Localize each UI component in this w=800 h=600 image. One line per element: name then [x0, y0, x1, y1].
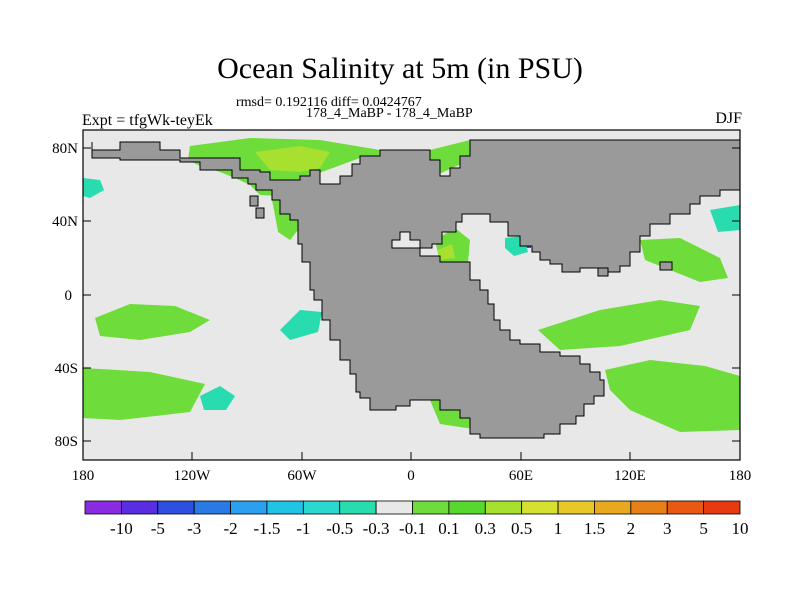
colorbar-label: 0.5 — [511, 519, 532, 538]
land-mass — [91, 139, 741, 439]
lat-tick-label: 0 — [65, 288, 73, 304]
colorbar-swatch — [339, 500, 377, 515]
colorbar-swatch — [484, 500, 523, 515]
colorbar-label: -0.3 — [363, 519, 390, 538]
season-label: DJF — [715, 110, 742, 127]
page-title: Ocean Salinity at 5m (in PSU) — [217, 52, 583, 85]
colorbar-label: 5 — [699, 519, 708, 538]
island-small-1 — [249, 195, 259, 207]
colorbar-swatch — [120, 500, 159, 515]
colorbar-label: 0.1 — [438, 519, 459, 538]
island-small-4 — [659, 261, 673, 271]
colorbar-swatch — [302, 500, 341, 515]
patch-indian-green2 — [605, 360, 740, 432]
lon-tick-label: 0 — [407, 468, 415, 484]
colorbar-label: 3 — [663, 519, 672, 538]
colorbar-swatch — [84, 500, 122, 515]
colorbar-swatch — [666, 500, 705, 515]
colorbar-swatch — [448, 500, 486, 515]
colorbar-swatch — [230, 500, 268, 515]
colorbar-swatch — [521, 500, 559, 515]
colorbar-label: -5 — [151, 519, 165, 538]
patch-indian-green — [538, 300, 700, 350]
colorbar-label: -2 — [223, 519, 237, 538]
lon-tick-label: 180 — [72, 468, 95, 484]
patch-south-cyan — [200, 386, 235, 410]
colorbar-swatch — [594, 500, 632, 515]
colorbar-label: 0.3 — [475, 519, 496, 538]
colorbar: -10 -5 -3 -2 -1.5 -1 -0.5 -0.3 -0.1 0.1 0.3 0.5 1 1.5… — [84, 500, 749, 538]
colorbar-label: 1 — [554, 519, 563, 538]
patch-pacific-cyan — [280, 310, 322, 340]
colorbar-label: 1.5 — [584, 519, 605, 538]
lat-tick-label: 80N — [52, 141, 78, 157]
lon-ticks — [82, 452, 741, 460]
patch-asia-green — [640, 238, 728, 282]
colorbar-label: 2 — [627, 519, 636, 538]
colorbar-swatch — [193, 500, 231, 515]
lon-tick-label: 180 — [729, 468, 752, 484]
patch-cyan-nw — [83, 178, 104, 198]
lon-tick-label: 60W — [287, 468, 317, 484]
colorbar-label: -0.5 — [326, 519, 353, 538]
lon-tick-label: 120E — [614, 468, 646, 484]
patch-south-green — [83, 368, 205, 420]
colorbar-label: -0.1 — [399, 519, 426, 538]
colorbar-swatch — [266, 500, 304, 515]
colorbar-label: 10 — [732, 519, 749, 538]
lon-tick-label: 60E — [509, 468, 533, 484]
colorbar-label: -3 — [187, 519, 201, 538]
colorbar-swatch — [703, 500, 741, 515]
expt-id-label: Expt = tfgWk-teyEk — [82, 112, 213, 129]
colorbar-label: -1 — [296, 519, 310, 538]
island-small-3 — [597, 267, 609, 277]
patch-med-yellow — [438, 244, 455, 260]
lon-tick-label: 120W — [174, 468, 212, 484]
colorbar-swatch — [412, 500, 450, 515]
patch-cyan-ne2 — [710, 205, 740, 232]
lat-tick-label: 40S — [55, 361, 78, 377]
colorbar-label: -10 — [110, 519, 133, 538]
colorbar-swatch — [557, 500, 595, 515]
stats-label: rmsd= 0.192116 diff= 0.0424767 — [236, 95, 422, 110]
lat-ticks — [83, 147, 740, 442]
patch-pacific-tongue — [95, 304, 210, 340]
colorbar-label: -1.5 — [253, 519, 280, 538]
patch-arctic-yellow — [255, 146, 330, 172]
colorbar-swatch — [630, 500, 668, 515]
experiment-label: 178_4_MaBP - 178_4_MaBP — [306, 106, 473, 121]
colorbar-swatch — [157, 500, 195, 515]
island-small-2 — [255, 207, 265, 219]
colorbar-swatch — [375, 500, 413, 515]
lat-tick-label: 80S — [55, 434, 78, 450]
lat-tick-label: 40N — [52, 214, 78, 230]
